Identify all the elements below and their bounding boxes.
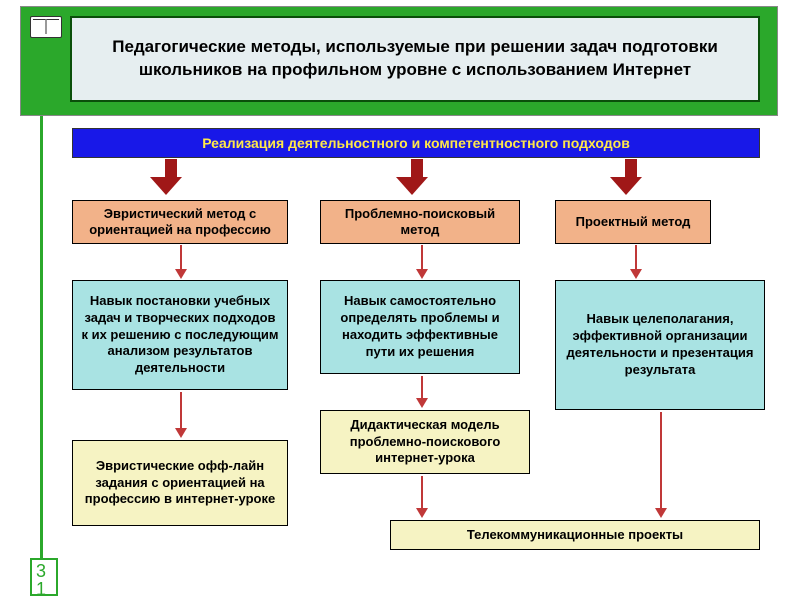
output-offline-tasks: Эвристические офф-лайн задания с ориента… [72, 440, 288, 526]
green-connector-line [40, 116, 43, 566]
arrow-m3-s3 [630, 245, 642, 279]
output-didactic-model: Дидактическая модель проблемно-поисковог… [320, 410, 530, 474]
arrow-s3-b3 [655, 412, 667, 518]
arrow-to-method-2 [406, 159, 428, 195]
arrow-s2-b2 [416, 376, 428, 408]
arrow-s1-b1 [175, 392, 187, 438]
book-icon [30, 16, 62, 38]
page-number: 3 1 [30, 558, 58, 596]
subtitle-bar: Реализация деятельностного и компетентно… [72, 128, 760, 158]
skill-goal-setting: Навык целеполагания, эффективной организ… [555, 280, 765, 410]
arrow-m2-s2 [416, 245, 428, 279]
method-heuristic: Эвристический метод с ориентацией на про… [72, 200, 288, 244]
method-problem-search: Проблемно-поисковый метод [320, 200, 520, 244]
arrow-m1-s1 [175, 245, 187, 279]
arrow-b2-b3 [416, 476, 428, 518]
arrow-to-method-1 [160, 159, 182, 195]
arrow-to-method-3 [620, 159, 642, 195]
main-title: Педагогические методы, используемые при … [70, 16, 760, 102]
output-telecom-projects: Телекоммуникационные проекты [390, 520, 760, 550]
skill-problem-solving: Навык самостоятельно определять проблемы… [320, 280, 520, 374]
skill-formulation: Навык постановки учебных задач и творчес… [72, 280, 288, 390]
method-project: Проектный метод [555, 200, 711, 244]
